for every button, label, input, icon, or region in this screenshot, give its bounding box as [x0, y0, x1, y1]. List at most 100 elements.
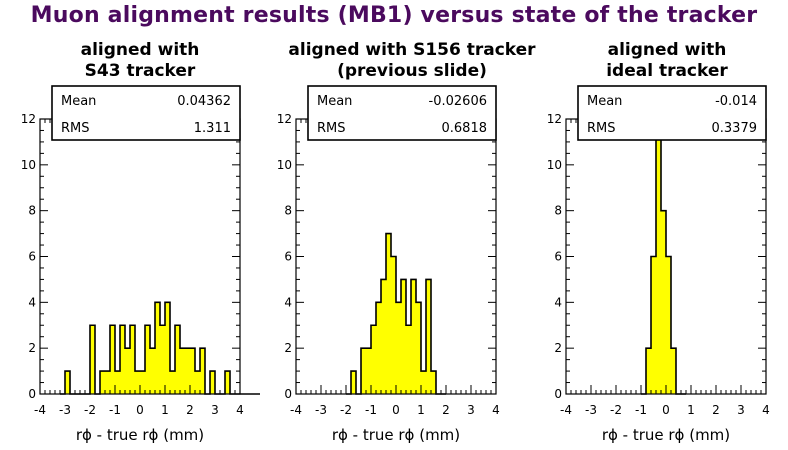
x-tick-label: 1 — [161, 403, 169, 417]
stats-box — [577, 85, 767, 141]
histogram-bar — [135, 371, 140, 394]
y-tick-label: 8 — [554, 204, 562, 218]
y-tick-label: 8 — [284, 204, 292, 218]
histogram-bar — [65, 371, 70, 394]
stats-rms-label: RMS — [587, 121, 616, 136]
histogram-bar — [666, 256, 671, 394]
histogram-bar — [411, 279, 416, 394]
histogram-bar — [396, 302, 401, 394]
histogram-bar — [421, 371, 426, 394]
histogram-bar — [366, 348, 371, 394]
panel-3-subtitle: aligned with ideal tracker — [567, 40, 767, 82]
y-tick-label: 12 — [21, 112, 36, 126]
x-tick-label: 0 — [392, 403, 400, 417]
stats-box — [307, 85, 497, 141]
stats-mean-value: -0.014 — [715, 94, 757, 109]
histogram-bar — [110, 325, 115, 394]
x-tick-label: 1 — [687, 403, 695, 417]
panel-2-subtitle-line-2: (previous slide) — [337, 61, 487, 81]
stats-rms-value: 0.3379 — [712, 121, 758, 136]
histogram-bar — [200, 348, 205, 394]
histogram-bar — [90, 325, 95, 394]
histogram-outline — [641, 118, 686, 395]
x-tick-label: -1 — [635, 403, 647, 417]
stats-rms-value: 0.6818 — [442, 121, 488, 136]
histogram-bar — [145, 325, 150, 394]
x-tick-label: -4 — [34, 403, 46, 417]
y-tick-label: 10 — [21, 158, 36, 172]
y-tick-label: 8 — [28, 204, 36, 218]
histogram-bar — [656, 119, 661, 394]
histogram-bar — [225, 371, 230, 394]
y-tick-label: 12 — [277, 112, 292, 126]
stats-mean-value: 0.04362 — [177, 94, 231, 109]
x-axis-label: rϕ - true rϕ (mm) — [332, 426, 460, 444]
x-tick-label: 3 — [467, 403, 475, 417]
histogram-bar — [406, 325, 411, 394]
histogram-bar — [140, 371, 145, 394]
histogram-bar — [180, 348, 185, 394]
stats-mean-label: Mean — [587, 94, 622, 109]
histogram-bar — [175, 325, 180, 394]
stats-rms-label: RMS — [61, 121, 90, 136]
x-tick-label: 1 — [417, 403, 425, 417]
histogram-bar — [165, 302, 170, 394]
x-axis-label: rϕ - true rϕ (mm) — [76, 426, 204, 444]
histogram-outline — [346, 232, 446, 395]
panel-1-subtitle-line-1: aligned with — [80, 40, 200, 60]
y-tick-label: 4 — [554, 295, 562, 309]
slide-title: Muon alignment results (MB1) versus stat… — [30, 3, 758, 28]
panel-2-subtitle-line-1: aligned with S156 tracker — [288, 40, 536, 60]
histogram-bar — [431, 371, 436, 394]
y-tick-label: 10 — [547, 158, 562, 172]
y-tick-label: 10 — [277, 158, 292, 172]
panel-1-subtitle: aligned with S43 tracker — [40, 40, 240, 82]
histogram-bar — [190, 348, 195, 394]
panel-3-subtitle-line-2: ideal tracker — [606, 61, 728, 81]
histogram-bar — [125, 348, 130, 394]
panel-1-subtitle-line-2: S43 tracker — [84, 61, 196, 81]
y-tick-label: 2 — [554, 341, 562, 355]
x-tick-label: 3 — [211, 403, 219, 417]
x-tick-label: -1 — [109, 403, 121, 417]
x-tick-label: -4 — [290, 403, 302, 417]
x-tick-label: 2 — [442, 403, 450, 417]
histogram-bar — [646, 348, 651, 394]
y-tick-label: 4 — [28, 295, 36, 309]
histogram-bar — [671, 348, 676, 394]
histogram-bar — [381, 279, 386, 394]
x-tick-label: -2 — [340, 403, 352, 417]
stats-rms-label: RMS — [317, 121, 346, 136]
y-tick-label: 0 — [554, 387, 562, 401]
x-tick-label: 0 — [662, 403, 670, 417]
histogram-bar — [376, 302, 381, 394]
histogram-bar — [391, 256, 396, 394]
histogram-bar — [195, 371, 200, 394]
histogram-bar — [351, 371, 356, 394]
x-tick-label: -3 — [315, 403, 327, 417]
x-tick-label: -3 — [585, 403, 597, 417]
y-tick-label: 2 — [28, 341, 36, 355]
histogram-bar — [361, 348, 366, 394]
x-tick-label: 4 — [236, 403, 244, 417]
x-axis-label: rϕ - true rϕ (mm) — [602, 426, 730, 444]
y-tick-label: 0 — [28, 387, 36, 401]
x-tick-label: -3 — [59, 403, 71, 417]
histogram-bar — [115, 371, 120, 394]
y-tick-label: 4 — [284, 295, 292, 309]
x-tick-label: -2 — [84, 403, 96, 417]
histogram-bar — [130, 325, 135, 394]
y-tick-label: 0 — [284, 387, 292, 401]
histogram-bar — [401, 279, 406, 394]
x-tick-label: -4 — [560, 403, 572, 417]
x-tick-label: 3 — [737, 403, 745, 417]
histogram-bar — [100, 371, 105, 394]
histogram-bar — [155, 302, 160, 394]
x-tick-label: -2 — [610, 403, 622, 417]
x-tick-label: 4 — [492, 403, 500, 417]
histogram-bar — [416, 302, 421, 394]
